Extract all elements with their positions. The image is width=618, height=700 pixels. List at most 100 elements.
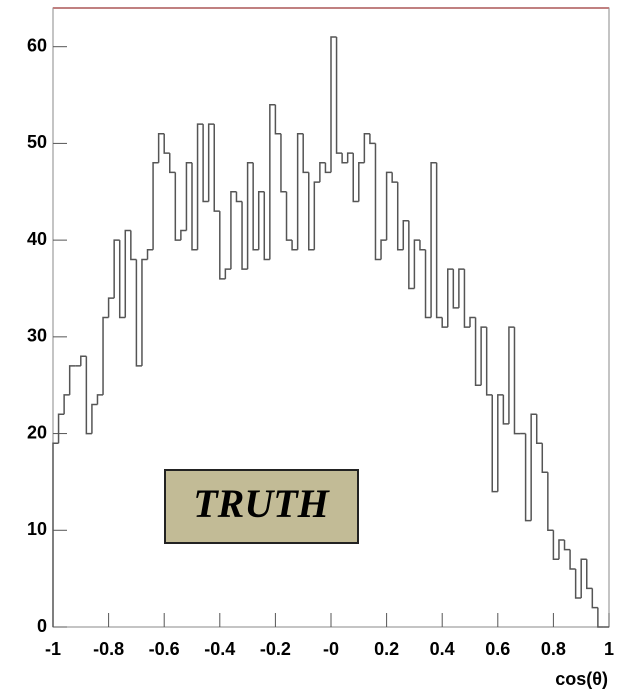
histogram-bin bbox=[330, 36, 337, 173]
histogram-bin bbox=[308, 172, 315, 251]
histogram-bin bbox=[63, 394, 70, 415]
y-tick-label: 0 bbox=[37, 616, 47, 636]
histogram-bin bbox=[497, 394, 504, 492]
y-tick-label: 60 bbox=[27, 35, 47, 55]
histogram-bin bbox=[586, 559, 593, 590]
histogram-bin bbox=[491, 394, 498, 493]
histogram-bin bbox=[335, 37, 343, 154]
histogram-bin bbox=[302, 133, 309, 174]
histogram-bin bbox=[324, 162, 331, 174]
histogram-bin bbox=[441, 317, 448, 328]
histogram-bin bbox=[118, 240, 126, 319]
histogram-bin bbox=[257, 191, 265, 250]
histogram-bin bbox=[513, 327, 521, 435]
annotation-box bbox=[164, 469, 359, 544]
annotation: TRUTH bbox=[193, 481, 330, 526]
histogram-bin bbox=[102, 316, 109, 395]
histogram-bin bbox=[341, 153, 348, 164]
histogram-bin bbox=[485, 327, 493, 396]
histogram-bin bbox=[135, 259, 142, 367]
histogram-bin bbox=[591, 588, 598, 609]
histogram-bin bbox=[191, 162, 198, 251]
histogram-bin bbox=[469, 316, 476, 328]
histogram-bin bbox=[274, 104, 281, 135]
histogram-bin bbox=[435, 162, 443, 319]
histogram-bin bbox=[52, 442, 59, 627]
histogram-bin bbox=[85, 356, 92, 435]
histogram-bin bbox=[402, 220, 409, 250]
histogram-bin bbox=[269, 103, 276, 260]
histogram-bin bbox=[91, 403, 98, 434]
histogram-bin bbox=[480, 326, 487, 386]
histogram-bin bbox=[174, 172, 181, 241]
x-tick-label: 0.8 bbox=[541, 639, 566, 659]
x-tick-label: -0.4 bbox=[204, 639, 235, 659]
histogram-bin bbox=[541, 443, 548, 473]
histogram-bin bbox=[535, 414, 543, 444]
histogram-bin bbox=[419, 240, 426, 251]
histogram-bin bbox=[252, 162, 259, 251]
x-axis-label: cos(θ) bbox=[555, 669, 608, 689]
x-tick-label: 1 bbox=[604, 639, 614, 659]
histogram-bin bbox=[163, 133, 170, 154]
histogram-bin bbox=[358, 162, 365, 202]
histogram-bin bbox=[508, 326, 515, 424]
histogram-bin bbox=[107, 297, 115, 318]
histogram-bin bbox=[313, 181, 320, 250]
histogram-bin bbox=[246, 162, 254, 270]
histogram-bin bbox=[169, 153, 176, 174]
histogram-bin bbox=[346, 152, 354, 163]
histogram-bin bbox=[285, 191, 293, 241]
x-tick-label: -0 bbox=[323, 639, 339, 659]
histogram-bin bbox=[157, 132, 165, 163]
histogram-bin bbox=[424, 249, 432, 319]
histogram-bin bbox=[230, 191, 237, 270]
histogram-bin bbox=[408, 220, 415, 290]
y-tick-label: 30 bbox=[27, 326, 47, 346]
histogram-bin bbox=[141, 258, 148, 366]
histogram-bin bbox=[235, 191, 243, 203]
histogram-bin bbox=[291, 240, 298, 251]
histogram-bin bbox=[385, 171, 393, 241]
histogram-bin bbox=[280, 133, 287, 193]
histogram-bin bbox=[152, 162, 159, 250]
histogram-bin bbox=[146, 249, 154, 260]
x-tick-label: 0.2 bbox=[374, 639, 399, 659]
histogram-bin bbox=[68, 365, 76, 395]
y-tick-label: 10 bbox=[27, 519, 47, 539]
histogram-bin bbox=[502, 394, 509, 425]
histogram-bin bbox=[263, 191, 270, 261]
x-tick-label: -0.6 bbox=[149, 639, 180, 659]
x-tick-label: 0.6 bbox=[485, 639, 510, 659]
histogram-bin bbox=[241, 201, 248, 270]
x-tick-label: -0.2 bbox=[260, 639, 291, 659]
histogram-bin bbox=[547, 472, 554, 532]
histogram-bin bbox=[580, 558, 587, 598]
histogram-bin bbox=[458, 268, 465, 308]
histogram-bin bbox=[452, 269, 459, 309]
y-tick-label: 20 bbox=[27, 422, 47, 442]
histogram-bin bbox=[574, 568, 582, 599]
histogram-bin bbox=[563, 539, 571, 551]
histogram-bin bbox=[96, 394, 104, 405]
histogram-bin bbox=[391, 172, 398, 183]
histogram-bin bbox=[352, 153, 359, 203]
histogram-bin bbox=[463, 269, 470, 328]
histogram-bin bbox=[430, 162, 437, 318]
histogram-bin bbox=[524, 433, 532, 522]
histogram-bin bbox=[374, 143, 382, 261]
histogram-bin bbox=[196, 123, 204, 250]
histogram-bin bbox=[558, 539, 565, 560]
histogram-bin bbox=[219, 211, 226, 280]
histogram-bin bbox=[202, 124, 209, 203]
histogram-bin bbox=[113, 239, 120, 299]
histogram-bin bbox=[130, 230, 137, 261]
histogram-bin bbox=[380, 239, 387, 260]
histogram-bin bbox=[363, 132, 370, 163]
histogram-bin bbox=[474, 317, 482, 386]
y-tick-label: 40 bbox=[27, 229, 47, 249]
x-tick-label: 0.4 bbox=[430, 639, 455, 659]
histogram-bin bbox=[319, 162, 326, 183]
